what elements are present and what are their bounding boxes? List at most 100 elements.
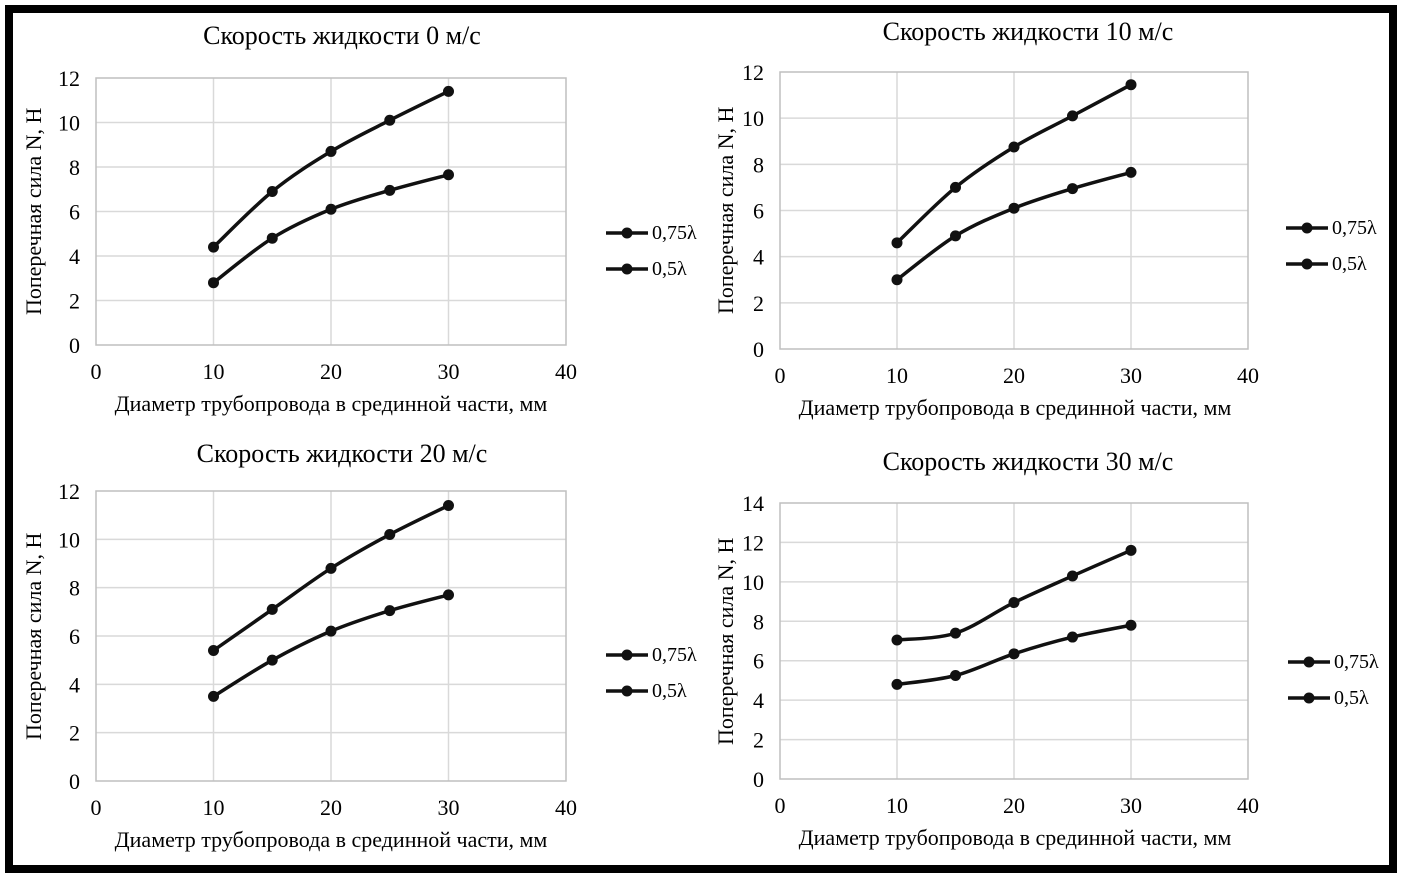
y-tick-label: 2 <box>753 291 764 316</box>
y-tick-label: 8 <box>753 152 764 177</box>
data-point-marker <box>266 603 278 615</box>
legend-entry: 0,75λ <box>1286 217 1377 239</box>
y-tick-label: 4 <box>753 245 764 270</box>
y-tick-label: 8 <box>69 155 80 180</box>
y-tick-label: 2 <box>69 289 80 314</box>
chart-3-title: Скорость жидкости 30 м/с <box>882 447 1174 476</box>
chart-1-title: Скорость жидкости 10 м/с <box>882 17 1174 46</box>
y-tick-label: 6 <box>753 199 764 224</box>
legend-label: 0,75λ <box>1332 217 1377 239</box>
x-tick-label: 0 <box>775 793 786 818</box>
y-tick-label: 0 <box>753 767 764 792</box>
x-tick-label: 10 <box>203 359 225 384</box>
y-tick-label: 12 <box>58 479 80 504</box>
chart-0-x-axis-title: Диаметр трубопровода в срединной части, … <box>114 391 548 416</box>
y-tick-label: 10 <box>742 106 764 131</box>
chart-2-title: Скорость жидкости 20 м/с <box>196 439 488 468</box>
y-tick-label: 6 <box>69 624 80 649</box>
legend-entry: 0,5λ <box>1288 687 1379 709</box>
data-point-marker <box>950 230 961 242</box>
data-point-marker <box>891 237 903 249</box>
data-point-marker <box>1067 570 1078 582</box>
x-tick-label: 30 <box>438 795 460 820</box>
legend-label: 0,5λ <box>1332 253 1367 275</box>
data-point-marker <box>1067 110 1078 122</box>
data-point-marker <box>384 529 396 540</box>
x-tick-label: 20 <box>320 359 342 384</box>
legend-entry: 0,75λ <box>1288 651 1379 673</box>
plot-area-1: 0 2 4 6 8 10 12 0 10 20 30 40 <box>742 60 1259 388</box>
y-tick-label: 10 <box>58 527 80 552</box>
series-line-marker-icon <box>606 649 648 661</box>
plot-area-3: 0 2 4 6 8 10 12 14 0 10 20 30 40 <box>742 491 1259 818</box>
data-point-marker <box>1008 597 1020 609</box>
data-point-marker <box>443 500 454 511</box>
y-tick-label: 4 <box>69 672 80 697</box>
data-point-marker <box>1125 619 1137 631</box>
data-point-marker <box>891 678 903 690</box>
x-tick-label: 40 <box>1237 793 1259 818</box>
y-tick-label: 14 <box>742 491 764 516</box>
data-point-marker <box>1125 166 1137 178</box>
legend-label: 0,75λ <box>652 644 697 666</box>
data-point-marker <box>208 277 219 289</box>
y-tick-label: 12 <box>742 530 764 555</box>
series-line-marker-icon <box>606 227 648 239</box>
data-point-marker <box>1067 631 1078 643</box>
data-point-marker <box>384 605 396 617</box>
y-tick-label: 10 <box>58 111 80 136</box>
x-tick-label: 10 <box>886 793 908 818</box>
data-point-marker <box>1067 183 1078 195</box>
x-tick-label: 30 <box>1120 363 1142 388</box>
y-tick-label: 10 <box>742 570 764 595</box>
series-line-marker-icon <box>1288 692 1330 704</box>
chart-0-legend: 0,75λ 0,5λ <box>606 222 697 280</box>
x-tick-label: 40 <box>555 795 577 820</box>
x-tick-label: 0 <box>91 359 102 384</box>
legend-label: 0,5λ <box>652 258 687 280</box>
y-tick-label: 0 <box>753 337 764 362</box>
data-point-marker <box>950 181 961 193</box>
legend-label: 0,5λ <box>1334 687 1369 709</box>
y-tick-label: 6 <box>69 200 80 225</box>
legend-entry: 0,5λ <box>606 680 697 702</box>
y-tick-label: 8 <box>753 609 764 634</box>
y-tick-label: 12 <box>58 66 80 91</box>
series-line-marker-icon <box>1286 222 1328 234</box>
y-tick-label: 12 <box>742 60 764 85</box>
y-tick-label: 2 <box>69 721 80 746</box>
x-tick-label: 30 <box>1120 793 1142 818</box>
data-point-marker <box>325 203 337 215</box>
data-point-marker <box>384 184 396 196</box>
data-point-marker <box>208 690 219 702</box>
x-tick-label: 40 <box>555 359 577 384</box>
chart-2-x-axis-title: Диаметр трубопровода в срединной части, … <box>114 827 548 852</box>
data-point-marker <box>266 654 278 666</box>
legend-entry: 0,75λ <box>606 644 697 666</box>
data-point-marker <box>443 589 454 601</box>
data-point-marker <box>443 85 454 97</box>
series-line-marker-icon <box>1288 656 1330 668</box>
data-point-marker <box>325 625 337 637</box>
chart-0-y-axis-title: Поперечная сила N, Н <box>21 107 46 315</box>
y-tick-label: 0 <box>69 769 80 794</box>
legend-entry: 0,5λ <box>606 258 697 280</box>
x-tick-label: 10 <box>203 795 225 820</box>
data-point-marker <box>950 627 961 639</box>
data-point-marker <box>325 145 337 157</box>
y-tick-label: 2 <box>753 728 764 753</box>
data-point-marker <box>208 241 219 253</box>
legend-label: 0,75λ <box>652 222 697 244</box>
chart-2-y-axis-title: Поперечная сила N, Н <box>21 532 46 740</box>
chart-1-y-axis-title: Поперечная сила N, Н <box>713 106 738 314</box>
legend-entry: 0,75λ <box>606 222 697 244</box>
legend-label: 0,5λ <box>652 680 687 702</box>
x-tick-label: 40 <box>1237 363 1259 388</box>
chart-3-legend: 0,75λ 0,5λ <box>1288 651 1379 709</box>
x-tick-label: 20 <box>1003 793 1025 818</box>
x-tick-label: 0 <box>775 363 786 388</box>
y-tick-label: 4 <box>69 244 80 269</box>
legend-entry: 0,5λ <box>1286 253 1377 275</box>
